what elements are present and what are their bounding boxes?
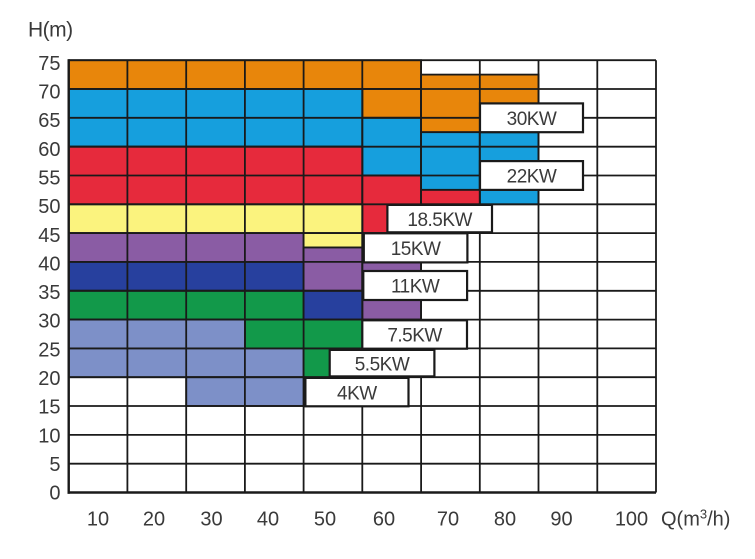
svg-text:90: 90 — [550, 509, 572, 531]
svg-text:10: 10 — [87, 509, 109, 531]
svg-text:60: 60 — [373, 509, 395, 531]
svg-text:70: 70 — [437, 509, 459, 531]
svg-text:80: 80 — [494, 509, 516, 531]
svg-text:7.5KW: 7.5KW — [387, 326, 442, 347]
svg-text:22KW: 22KW — [507, 167, 557, 188]
svg-text:0: 0 — [49, 483, 60, 505]
svg-text:40: 40 — [38, 253, 60, 275]
svg-text:11KW: 11KW — [391, 277, 440, 298]
svg-text:18.5KW: 18.5KW — [407, 210, 472, 231]
svg-text:H(m): H(m) — [28, 19, 73, 42]
svg-text:30: 30 — [38, 311, 60, 333]
svg-text:50: 50 — [38, 196, 60, 218]
svg-text:60: 60 — [38, 139, 60, 161]
svg-text:4KW: 4KW — [337, 383, 377, 404]
svg-text:100: 100 — [615, 509, 648, 531]
svg-text:50: 50 — [314, 509, 336, 531]
svg-text:30: 30 — [200, 509, 222, 531]
svg-text:40: 40 — [257, 509, 279, 531]
svg-text:20: 20 — [143, 509, 165, 531]
svg-text:Q(m3/h): Q(m3/h) — [661, 507, 730, 531]
svg-text:55: 55 — [38, 167, 60, 189]
svg-text:5: 5 — [49, 454, 60, 476]
svg-text:65: 65 — [38, 110, 60, 132]
svg-text:15: 15 — [38, 397, 60, 419]
svg-text:20: 20 — [38, 368, 60, 390]
svg-text:35: 35 — [38, 282, 60, 304]
svg-text:30KW: 30KW — [507, 109, 557, 130]
svg-text:10: 10 — [38, 425, 60, 447]
svg-text:75: 75 — [38, 53, 60, 75]
svg-text:25: 25 — [38, 339, 60, 361]
svg-text:45: 45 — [38, 225, 60, 247]
svg-text:15KW: 15KW — [391, 239, 441, 260]
svg-text:5.5KW: 5.5KW — [355, 354, 410, 375]
svg-text:70: 70 — [38, 82, 60, 104]
